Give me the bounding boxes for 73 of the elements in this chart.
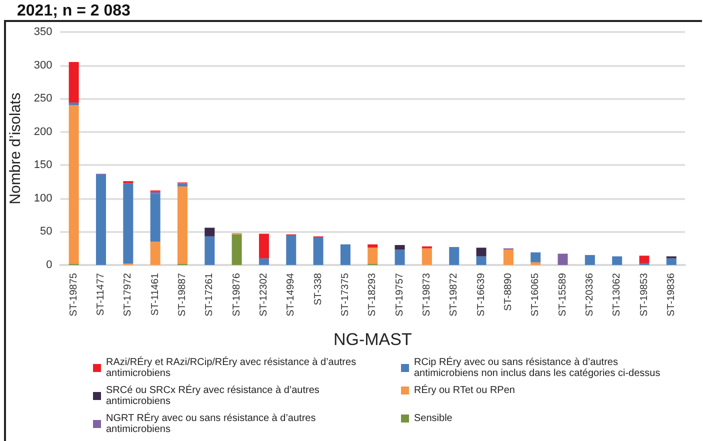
x-tick-label: ST-19873 xyxy=(421,272,432,316)
bar xyxy=(530,252,541,262)
legend-label: RÉry ou RTet ou RPen xyxy=(414,384,515,396)
legend-label: Sensible xyxy=(414,413,453,424)
bar xyxy=(286,235,296,265)
bar xyxy=(449,247,460,265)
x-tick-label: ST-12302 xyxy=(258,272,270,316)
x-tick-label: ST-19757 xyxy=(394,272,406,316)
y-tick-label: 200 xyxy=(34,126,52,138)
bar xyxy=(422,248,432,265)
legend-label: RAzi/RÉry et RAzi/RCip/RÉry avec résistance à d’autres antimicrobiens xyxy=(106,356,359,379)
x-tick-label: ST-17375 xyxy=(340,272,351,316)
bar xyxy=(68,105,79,264)
bar xyxy=(476,248,486,256)
bar xyxy=(476,256,486,265)
bar xyxy=(232,234,242,265)
y-axis-title: Nombre d’isolats xyxy=(7,92,24,204)
x-tick-label: ST-11477 xyxy=(95,272,106,316)
bar xyxy=(96,174,106,265)
x-tick-label: ST-8890 xyxy=(502,272,514,311)
x-tick-label: ST-11461 xyxy=(150,272,161,316)
x-axis-title: NG-MAST xyxy=(333,330,412,349)
legend-label: RCip RÉry avec ou sans résistance à d’autres antimicrobiens non inclus dans les catégories ci-dessus xyxy=(414,356,660,379)
bar xyxy=(150,194,160,242)
bar xyxy=(177,184,188,186)
bar xyxy=(639,256,650,264)
bar xyxy=(313,237,324,265)
x-tick-label: ST-17972 xyxy=(122,272,134,316)
legend-label: NGRT RÉry avec ou sans résistance à d’autres antimicrobiens xyxy=(106,412,318,435)
chart-title: 2021; n = 2 083 xyxy=(17,2,131,20)
bar xyxy=(204,228,215,236)
legend-label: SRCé ou SRCx RÉry avec résistance à d’autres antimicrobiens xyxy=(106,384,322,407)
x-tick-label: ST-13062 xyxy=(612,272,623,316)
bar xyxy=(123,183,134,264)
x-tick-label: ST-18293 xyxy=(367,272,378,316)
bar xyxy=(394,245,405,250)
bar xyxy=(558,254,568,265)
y-tick-label: 350 xyxy=(34,26,52,38)
x-tick-label: ST-14994 xyxy=(286,272,297,316)
y-tick-label: 0 xyxy=(46,259,52,271)
y-tick-label: 150 xyxy=(34,159,52,172)
x-tick-label: ST-19853 xyxy=(638,272,650,316)
bar xyxy=(258,234,269,258)
bar xyxy=(258,258,269,265)
bar xyxy=(340,244,350,265)
x-tick-label: ST-19836 xyxy=(666,272,677,316)
x-tick-label: ST-15589 xyxy=(557,272,568,316)
bar xyxy=(150,242,160,265)
bar xyxy=(530,262,541,265)
x-tick-label: ST-19876 xyxy=(231,272,242,316)
bar xyxy=(68,62,79,103)
bar xyxy=(612,256,622,265)
x-tick-label: ST-16639 xyxy=(476,272,487,316)
bar xyxy=(394,250,405,265)
x-tick-label: ST-19875 xyxy=(68,272,80,316)
x-tick-label: ST-19872 xyxy=(448,272,460,316)
bar xyxy=(177,186,188,264)
y-tick-label: 250 xyxy=(34,92,52,105)
x-tick-label: ST-20336 xyxy=(584,272,596,316)
bar xyxy=(204,236,215,265)
bar xyxy=(584,255,595,265)
y-tick-label: 100 xyxy=(34,192,52,204)
x-tick-label: ST-19887 xyxy=(176,272,188,316)
x-tick-label: ST-338 xyxy=(312,272,324,306)
y-tick-label: 300 xyxy=(34,59,52,72)
x-tick-label: ST-16065 xyxy=(530,272,542,316)
x-tick-label: ST-17261 xyxy=(204,272,216,316)
bar xyxy=(666,258,676,265)
bar xyxy=(368,244,378,248)
y-tick-label: 50 xyxy=(40,226,52,238)
bar xyxy=(368,248,378,264)
bar xyxy=(68,102,79,106)
bar xyxy=(503,250,514,265)
